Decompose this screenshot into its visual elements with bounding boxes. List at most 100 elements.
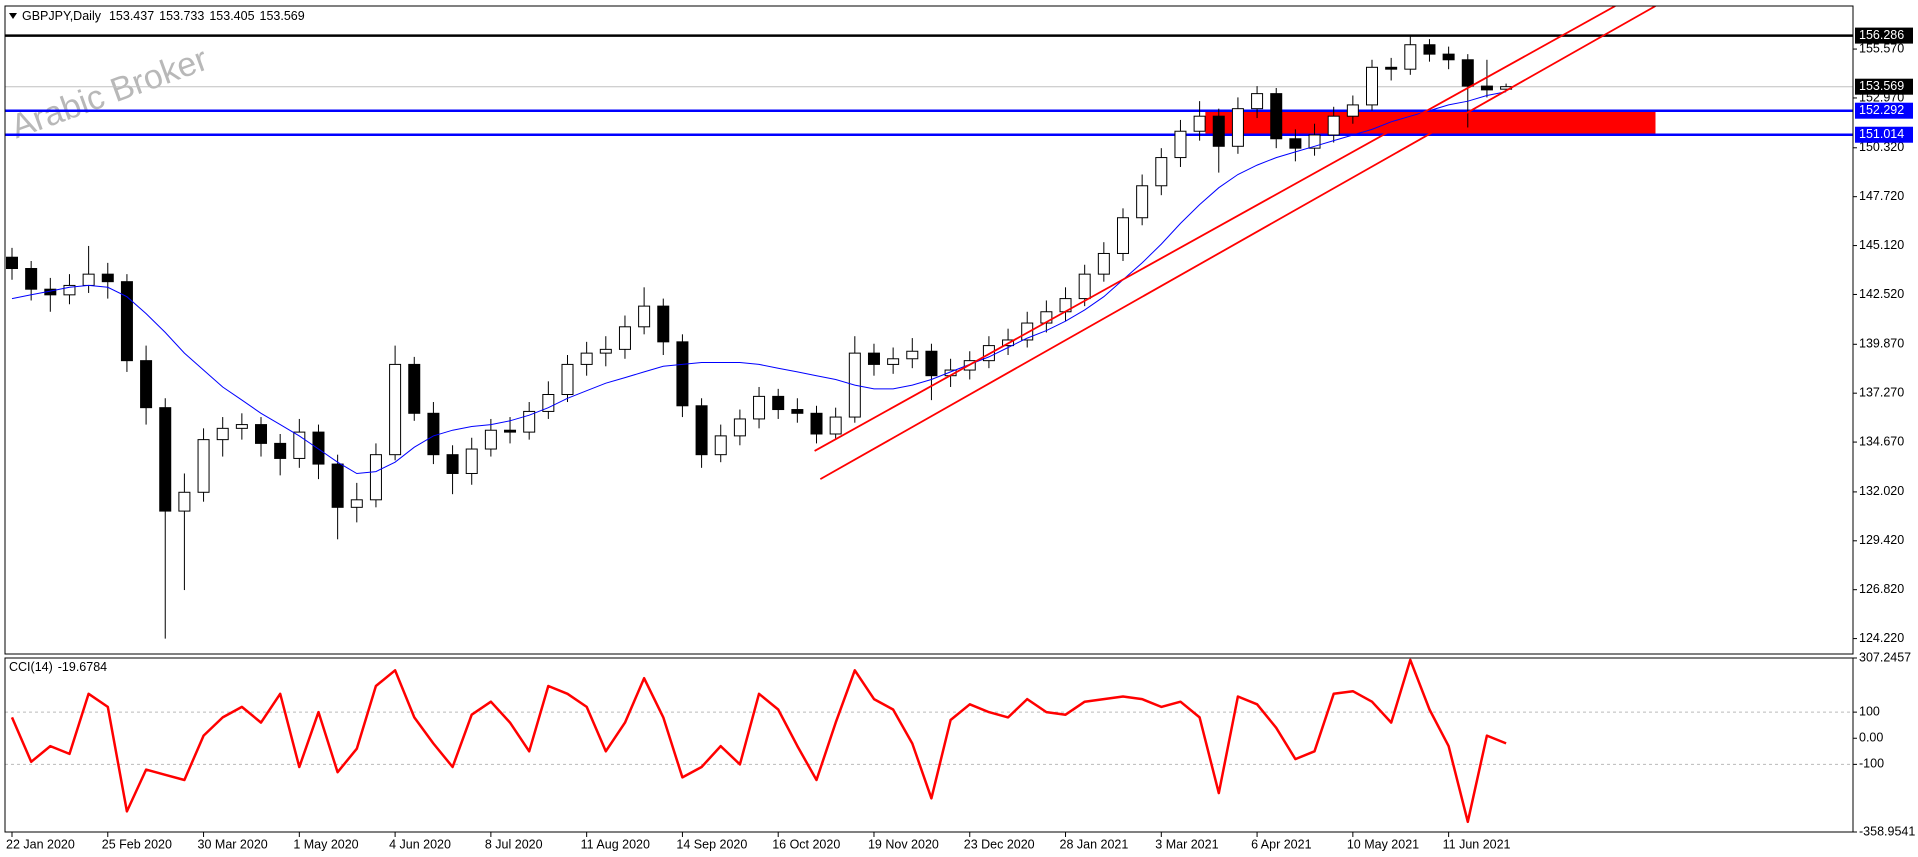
y-tick-label: 150.320 <box>1859 140 1904 154</box>
candle-body <box>465 448 478 474</box>
candle-body <box>1078 273 1091 300</box>
open-price: 153.437 <box>109 9 154 23</box>
candle-body <box>408 363 421 414</box>
price-frame <box>4 5 1854 655</box>
candle-body <box>1116 217 1129 254</box>
candle-body <box>1385 66 1398 70</box>
candle-body <box>504 429 517 433</box>
candle-body <box>810 412 823 435</box>
price-label-box <box>1855 78 1913 95</box>
x-tick-label: 1 May 2020 <box>293 837 358 851</box>
x-tick-label: 28 Jan 2021 <box>1060 837 1129 851</box>
candle-body <box>446 454 459 474</box>
x-tick-label: 23 Dec 2020 <box>964 837 1035 851</box>
x-tick-label: 8 Jul 2020 <box>485 837 543 851</box>
candle-body <box>906 350 919 360</box>
candle-body <box>82 273 95 286</box>
candle-body <box>542 393 555 412</box>
candle-body <box>331 463 344 508</box>
candle-body <box>1423 44 1436 55</box>
candle-body <box>255 424 268 444</box>
candle-body <box>1327 115 1340 136</box>
level-label: 152.292 <box>1859 103 1904 117</box>
x-tick-label: 30 Mar 2020 <box>198 837 268 851</box>
y-tick-label: 307.2457 <box>1859 650 1911 664</box>
trend-line <box>814 6 1616 452</box>
candle-body <box>159 407 172 512</box>
candle-body <box>1097 252 1110 275</box>
cci-frame <box>4 657 1854 833</box>
y-tick-label: 100 <box>1859 704 1880 718</box>
candle-body <box>6 256 18 270</box>
cci-last: -19.6784 <box>58 660 107 674</box>
candle-body <box>235 424 248 429</box>
candle-body <box>1251 93 1264 110</box>
candle-body <box>293 431 306 459</box>
candle-body <box>1346 104 1359 117</box>
candle-body <box>791 409 804 414</box>
cci-header: CCI(14) -19.6784 <box>9 660 107 674</box>
symbol-header: GBPJPY,Daily 153.437 153.733 153.405 153.569 <box>22 9 305 23</box>
x-tick-label: 4 Jun 2020 <box>389 837 451 851</box>
candle-body <box>599 348 612 354</box>
y-tick-label: 126.820 <box>1859 582 1904 596</box>
candle-body <box>140 360 153 409</box>
x-tick-label: 25 Feb 2020 <box>102 837 172 851</box>
x-tick-label: 16 Oct 2020 <box>772 837 840 851</box>
candle-body <box>733 418 746 437</box>
candle-body <box>216 427 229 441</box>
x-tick-label: 6 Apr 2021 <box>1251 837 1312 851</box>
menu-arrow[interactable] <box>9 13 17 19</box>
level-label-box <box>1855 126 1913 143</box>
candle-body <box>561 363 574 395</box>
candle-body <box>120 281 133 362</box>
candle-body <box>63 284 76 296</box>
candle-body <box>1404 44 1417 70</box>
x-tick-label: 11 Jun 2021 <box>1443 837 1511 851</box>
candle-body <box>274 442 287 459</box>
x-tick-label: 11 Aug 2020 <box>581 837 650 851</box>
candle-body <box>887 358 900 365</box>
candle-body <box>772 395 785 411</box>
candle-body <box>657 305 670 343</box>
x-tick-label: 10 May 2021 <box>1347 837 1419 851</box>
candle-body <box>829 416 842 435</box>
x-tick-label: 14 Sep 2020 <box>676 837 747 851</box>
x-tick-label: 22 Jan 2020 <box>6 837 75 851</box>
x-tick-label: 3 Mar 2021 <box>1155 837 1218 851</box>
candle-body <box>1021 322 1034 341</box>
level-label-box <box>1855 27 1913 44</box>
axes: 155.570152.970150.320147.720145.120142.5… <box>6 27 1915 851</box>
candle-body <box>523 410 536 433</box>
y-tick-label: 142.520 <box>1859 287 1904 301</box>
y-tick-label: 124.220 <box>1859 631 1904 645</box>
level-label: 151.014 <box>1859 127 1904 141</box>
candle-body <box>714 435 727 456</box>
y-tick-label: 145.120 <box>1859 238 1904 252</box>
cci-plot <box>5 658 1853 824</box>
candle-body <box>1193 115 1206 132</box>
candle-body <box>427 412 440 456</box>
high-price: 153.733 <box>159 9 204 23</box>
y-tick-label: 155.570 <box>1859 41 1904 55</box>
close-price: 153.569 <box>260 9 305 23</box>
y-tick-label: 147.720 <box>1859 189 1904 203</box>
candle-body <box>312 431 325 465</box>
candle-body <box>638 305 651 328</box>
candle-body <box>1308 134 1321 149</box>
candle-body <box>389 363 402 456</box>
candle-body <box>1155 157 1168 187</box>
y-tick-label: 139.870 <box>1859 337 1904 351</box>
y-tick-label: -100 <box>1859 757 1884 771</box>
candle-body <box>580 352 593 365</box>
trend-line <box>819 6 1656 480</box>
y-tick-label: 134.670 <box>1859 434 1904 448</box>
y-tick-label: -358.9541 <box>1859 824 1915 838</box>
candle-body <box>484 429 497 450</box>
candle-body <box>1461 59 1474 87</box>
y-tick-label: 132.020 <box>1859 484 1904 498</box>
x-tick-label: 19 Nov 2020 <box>868 837 939 851</box>
moving-average <box>11 91 1507 475</box>
